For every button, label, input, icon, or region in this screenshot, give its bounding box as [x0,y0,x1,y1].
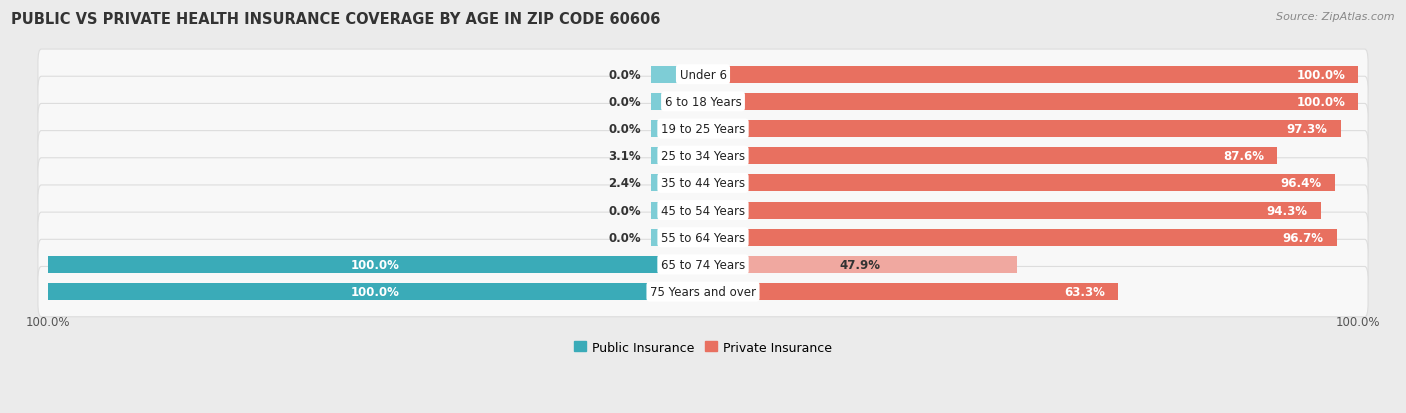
Text: 100.0%: 100.0% [352,285,399,298]
Text: 0.0%: 0.0% [609,231,641,244]
Bar [703,175,1334,192]
Bar [703,256,1017,273]
Text: 47.9%: 47.9% [839,258,880,271]
Text: 65 to 74 Years: 65 to 74 Years [661,258,745,271]
FancyBboxPatch shape [38,159,1368,209]
Text: 63.3%: 63.3% [1064,285,1105,298]
Text: 96.4%: 96.4% [1281,177,1322,190]
Text: 0.0%: 0.0% [609,204,641,217]
Bar [703,229,1337,246]
Text: 0.0%: 0.0% [609,123,641,136]
Bar [703,94,1358,111]
FancyBboxPatch shape [38,77,1368,127]
FancyBboxPatch shape [38,267,1368,317]
Bar [651,229,703,246]
Text: 94.3%: 94.3% [1267,204,1308,217]
Text: PUBLIC VS PRIVATE HEALTH INSURANCE COVERAGE BY AGE IN ZIP CODE 60606: PUBLIC VS PRIVATE HEALTH INSURANCE COVER… [11,12,661,27]
Text: Source: ZipAtlas.com: Source: ZipAtlas.com [1277,12,1395,22]
Text: 55 to 64 Years: 55 to 64 Years [661,231,745,244]
Legend: Public Insurance, Private Insurance: Public Insurance, Private Insurance [568,336,838,359]
Bar [703,148,1277,165]
FancyBboxPatch shape [38,185,1368,236]
Text: 75 Years and over: 75 Years and over [650,285,756,298]
FancyBboxPatch shape [38,213,1368,263]
FancyBboxPatch shape [38,240,1368,290]
Text: Under 6: Under 6 [679,69,727,81]
Text: 0.0%: 0.0% [609,69,641,81]
Bar [651,148,703,165]
Bar [651,66,703,83]
Bar [651,121,703,138]
Bar [703,283,1118,300]
Text: 35 to 44 Years: 35 to 44 Years [661,177,745,190]
Text: 45 to 54 Years: 45 to 54 Years [661,204,745,217]
Bar [703,66,1358,83]
Bar [651,175,703,192]
Bar [48,256,703,273]
Bar [703,202,1320,219]
Text: 100.0%: 100.0% [1296,69,1346,81]
Text: 96.7%: 96.7% [1282,231,1323,244]
Bar [651,202,703,219]
Text: 100.0%: 100.0% [1296,96,1346,109]
Text: 3.1%: 3.1% [609,150,641,163]
Bar [703,121,1340,138]
Text: 100.0%: 100.0% [352,258,399,271]
Text: 19 to 25 Years: 19 to 25 Years [661,123,745,136]
Text: 2.4%: 2.4% [607,177,641,190]
Text: 97.3%: 97.3% [1286,123,1327,136]
Bar [48,283,703,300]
FancyBboxPatch shape [38,50,1368,100]
Text: 6 to 18 Years: 6 to 18 Years [665,96,741,109]
Text: 0.0%: 0.0% [609,96,641,109]
FancyBboxPatch shape [38,104,1368,154]
FancyBboxPatch shape [38,131,1368,181]
Text: 87.6%: 87.6% [1223,150,1264,163]
Text: 25 to 34 Years: 25 to 34 Years [661,150,745,163]
Bar [651,94,703,111]
